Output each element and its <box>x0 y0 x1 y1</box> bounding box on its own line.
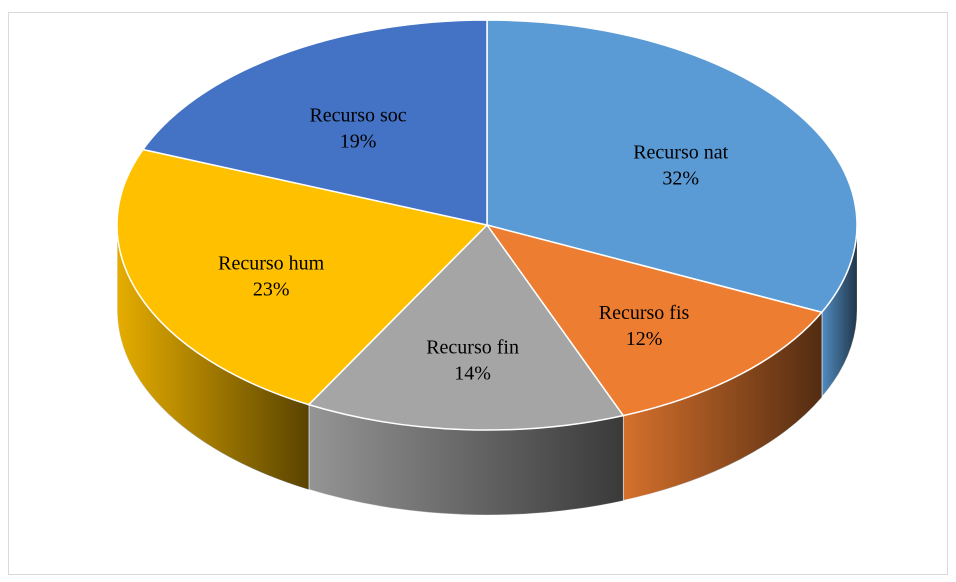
slice-value: 32% <box>662 167 699 189</box>
pie-sides <box>116 224 858 516</box>
slice-value: 19% <box>340 130 377 152</box>
slice <box>141 19 488 226</box>
slice-side-shade <box>117 225 309 490</box>
slice <box>307 223 625 431</box>
slice-value: 23% <box>253 279 290 301</box>
data-labels: Recurso nat 32% Recurso fis 12% Recurso fin 1… <box>218 104 728 384</box>
pie-tops <box>116 19 858 431</box>
slice-name: Recurso hum <box>218 253 325 275</box>
slice-side-shade <box>623 312 822 501</box>
slice <box>116 148 489 406</box>
slice-value: 14% <box>454 362 491 384</box>
slice-value: 12% <box>626 328 663 350</box>
slice-side-shade <box>308 404 624 515</box>
slice-name: Recurso fin <box>426 336 519 358</box>
slice <box>486 19 858 314</box>
slice-name: Recurso fis <box>599 302 690 324</box>
slice-name: Recurso soc <box>309 104 406 126</box>
slice <box>485 223 824 417</box>
slice-side-shade <box>821 225 857 398</box>
slice-name: Recurso nat <box>633 141 728 163</box>
